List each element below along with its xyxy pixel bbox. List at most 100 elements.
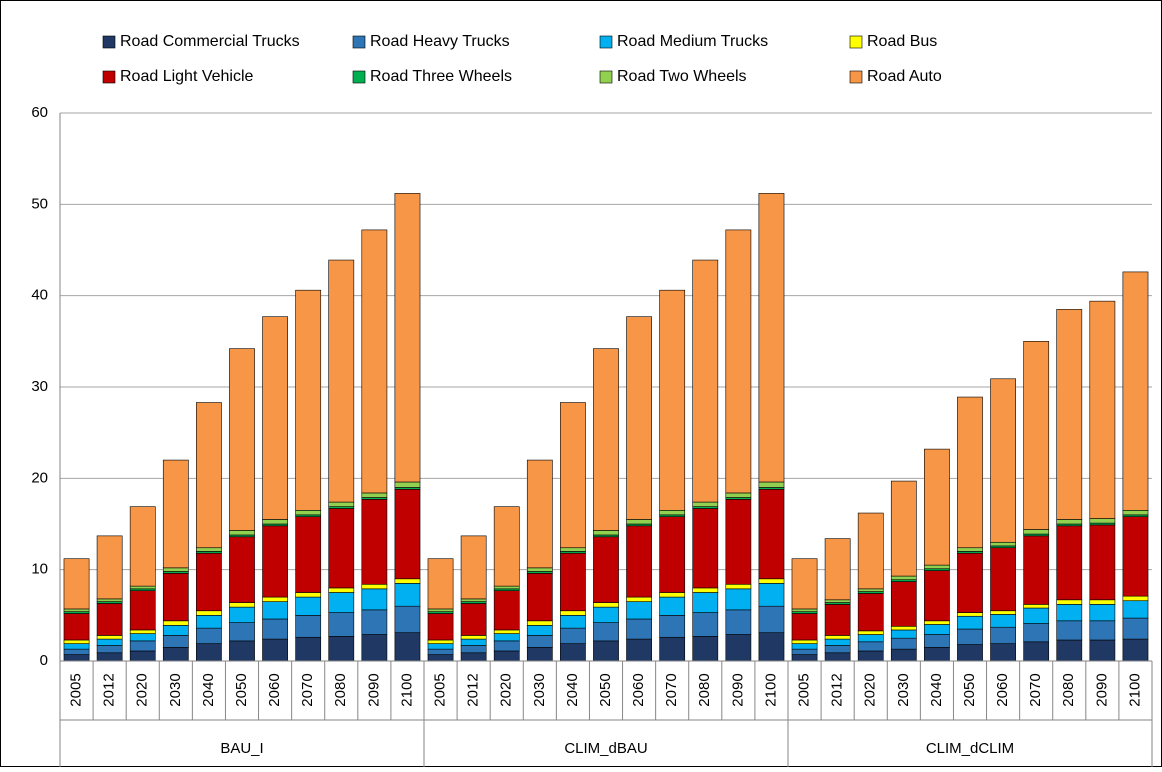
bar-segment	[63, 558, 90, 610]
bar-segment	[361, 609, 388, 635]
bar-segment	[560, 402, 586, 549]
legend-label: Road Three Wheels	[370, 68, 512, 85]
bar-segment	[857, 650, 884, 662]
x-tick-label: 2070	[1027, 673, 1044, 706]
bar-segment	[1056, 309, 1083, 520]
bar-segment	[957, 547, 983, 552]
bar-segment	[692, 612, 719, 637]
bar-segment	[129, 640, 156, 652]
x-tick-label: 2080	[332, 673, 349, 706]
bar-segment	[229, 348, 255, 531]
bar-segment	[262, 601, 288, 620]
x-tick-label: 2070	[299, 673, 316, 706]
bar-segment	[196, 610, 222, 616]
x-tick-label: 2090	[729, 673, 746, 706]
bar-segment	[1056, 604, 1083, 622]
bar-segment	[427, 654, 454, 662]
bar-segment	[924, 634, 950, 648]
bar-segment	[725, 588, 752, 611]
bar-segment	[1122, 271, 1149, 511]
bar-segment	[493, 640, 520, 652]
bar-segment	[96, 535, 123, 600]
bar-segment	[129, 633, 156, 642]
bar-segment	[824, 604, 851, 636]
bar-segment	[857, 588, 884, 592]
bar-segment	[129, 650, 156, 662]
bar-segment	[295, 615, 322, 638]
bar-segment	[427, 613, 454, 641]
x-tick-label: 2040	[564, 673, 581, 706]
bar-segment	[1089, 620, 1116, 641]
bar-segment	[361, 588, 388, 611]
bar-segment	[262, 316, 288, 520]
y-tick-label: 40	[31, 287, 48, 304]
bar-segment	[295, 592, 322, 598]
bar-segment	[560, 552, 586, 612]
bar-segment	[162, 573, 189, 622]
bar-segment	[791, 613, 818, 641]
x-tick-label: 2050	[233, 673, 250, 706]
bar-segment	[791, 608, 818, 612]
bar-segment	[229, 530, 255, 536]
bar-segment	[593, 622, 619, 642]
bar-segment	[526, 635, 553, 648]
group-label: BAU_I	[220, 740, 263, 757]
legend-label: Road Bus	[867, 33, 937, 50]
bar-segment	[626, 316, 652, 520]
bar-segment	[1023, 535, 1050, 605]
x-tick-label: 2030	[531, 673, 548, 706]
bar-segment	[758, 578, 785, 584]
bar-segment	[328, 501, 355, 507]
bar-segment	[692, 508, 719, 589]
bar-segment	[659, 289, 686, 511]
bar-segment	[1122, 617, 1149, 640]
bar-segment	[758, 481, 785, 488]
bar-segment	[990, 610, 1016, 615]
bar-segment	[394, 481, 421, 488]
bar-segment	[63, 643, 90, 650]
bar-segment	[526, 573, 553, 622]
bar-segment	[196, 615, 222, 629]
legend-swatch	[352, 70, 366, 84]
bar-segment	[890, 625, 917, 631]
bar-segment	[659, 592, 686, 598]
bar-segment	[593, 530, 619, 536]
bar-segment	[295, 636, 322, 662]
bar-segment	[493, 506, 520, 587]
bar-segment	[196, 552, 222, 612]
y-tick-label: 20	[31, 469, 48, 486]
bar-segment	[857, 593, 884, 632]
legend-swatch	[102, 35, 116, 49]
bar-segment	[394, 193, 421, 483]
bar-segment	[427, 608, 454, 612]
bar-segment	[96, 598, 123, 602]
bar-segment	[593, 536, 619, 603]
x-tick-label: 2060	[266, 673, 283, 706]
bar-segment	[229, 622, 255, 642]
bar-segment	[96, 635, 123, 640]
x-tick-label: 2100	[762, 673, 779, 706]
bar-segment	[328, 508, 355, 589]
bar-segment	[63, 613, 90, 641]
bar-segment	[626, 519, 652, 525]
bar-segment	[990, 541, 1016, 547]
bar-segment	[295, 516, 322, 593]
bar-segment	[427, 643, 454, 650]
bar-segment	[1089, 599, 1116, 605]
bar-segment	[692, 592, 719, 613]
bar-segment	[96, 652, 123, 662]
bar-segment	[626, 596, 652, 602]
bar-segment	[957, 628, 983, 645]
bar-segment	[262, 525, 288, 598]
x-tick-label: 2060	[994, 673, 1011, 706]
x-tick-label: 2020	[134, 673, 151, 706]
bar-segment	[1122, 595, 1149, 602]
legend-label: Road Light Vehicle	[120, 68, 254, 85]
x-tick-label: 2012	[829, 673, 846, 706]
bar-segment	[394, 488, 421, 580]
bar-segment	[526, 625, 553, 636]
bar-segment	[1023, 623, 1050, 643]
bar-segment	[890, 648, 917, 662]
bar-segment	[626, 618, 652, 640]
y-tick-label: 30	[31, 378, 48, 395]
